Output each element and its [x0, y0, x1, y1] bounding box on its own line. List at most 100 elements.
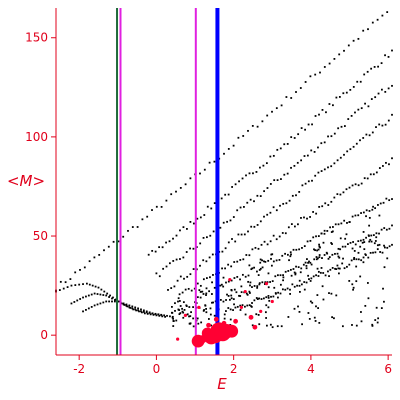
data-point [250, 305, 253, 308]
data-point [386, 257, 389, 260]
data-point [348, 280, 351, 282]
data-point [317, 235, 320, 237]
data-point [187, 287, 190, 290]
data-point [380, 228, 383, 231]
data-point [323, 168, 326, 171]
data-point [199, 296, 202, 299]
data-point [351, 283, 354, 286]
data-point [276, 148, 279, 151]
data-point [350, 259, 353, 262]
x-tick-label: 4 [307, 362, 315, 376]
data-point [334, 252, 336, 255]
data-point [172, 325, 175, 327]
data-point [331, 316, 333, 319]
data-point [247, 129, 249, 132]
data-point [335, 96, 338, 99]
data-point [179, 275, 182, 278]
data-point [368, 240, 371, 243]
data-point [210, 324, 212, 327]
data-point [261, 120, 264, 123]
data-point [349, 88, 352, 91]
data-point [388, 163, 390, 166]
data-point [206, 236, 208, 239]
data-point [346, 150, 349, 153]
data-point [269, 183, 272, 185]
data-point [151, 249, 154, 252]
data-point [304, 182, 307, 185]
data-point [323, 229, 326, 232]
data-point [377, 317, 380, 320]
data-point [320, 170, 323, 172]
data-point [323, 141, 326, 144]
data-point [245, 292, 248, 295]
data-point [212, 301, 214, 304]
data-point [85, 295, 87, 298]
data-point [236, 209, 239, 212]
data-point [338, 267, 341, 270]
data-point [308, 318, 311, 320]
data-point [277, 274, 279, 277]
data-point [328, 292, 330, 294]
data-point [246, 201, 249, 204]
data-point [103, 249, 105, 252]
data-point [209, 313, 212, 316]
data-point [227, 193, 230, 196]
x-tick-label: 6 [384, 362, 392, 376]
data-point [261, 259, 263, 262]
data-point [266, 114, 269, 117]
data-point [209, 234, 212, 237]
data-point [262, 164, 265, 167]
data-point [64, 281, 67, 284]
data-point [174, 309, 176, 312]
data-point [238, 180, 240, 183]
data-point [354, 243, 357, 246]
data-point [203, 309, 205, 311]
data-point [196, 317, 199, 320]
data-point [236, 305, 239, 308]
data-point [362, 256, 365, 259]
data-point [376, 248, 379, 251]
data-point [82, 296, 84, 299]
data-point [146, 312, 149, 315]
data-point [375, 232, 378, 235]
data-point [375, 306, 378, 309]
data-point [196, 296, 199, 299]
data-point [367, 297, 370, 300]
data-point [317, 146, 319, 149]
data-point [166, 314, 168, 317]
data-point [343, 153, 345, 156]
data-point [189, 221, 192, 223]
y-axis-title: <M> [7, 172, 45, 190]
data-point [255, 313, 258, 316]
data-point [281, 232, 284, 234]
data-point [161, 246, 164, 249]
data-point [334, 223, 337, 226]
highlight-point [213, 316, 219, 322]
data-point [206, 277, 208, 279]
data-point [202, 259, 205, 262]
data-point [93, 304, 96, 307]
data-point [98, 253, 101, 256]
data-point [355, 280, 358, 283]
data-point [278, 235, 281, 238]
data-point [176, 279, 179, 282]
data-point [183, 277, 185, 280]
data-point [132, 308, 135, 311]
data-point [276, 325, 279, 328]
data-point [256, 286, 259, 289]
data-point [331, 253, 334, 256]
data-point [204, 304, 207, 307]
data-point [234, 306, 237, 309]
data-point [298, 310, 301, 313]
data-point [283, 173, 286, 176]
data-point [310, 277, 313, 280]
data-point [151, 312, 154, 315]
data-point [315, 274, 317, 277]
data-point [248, 290, 251, 293]
data-point [312, 236, 315, 239]
data-point [261, 266, 264, 269]
data-point [100, 288, 103, 291]
data-point [339, 237, 342, 240]
data-point [318, 205, 321, 208]
data-point [304, 128, 306, 131]
